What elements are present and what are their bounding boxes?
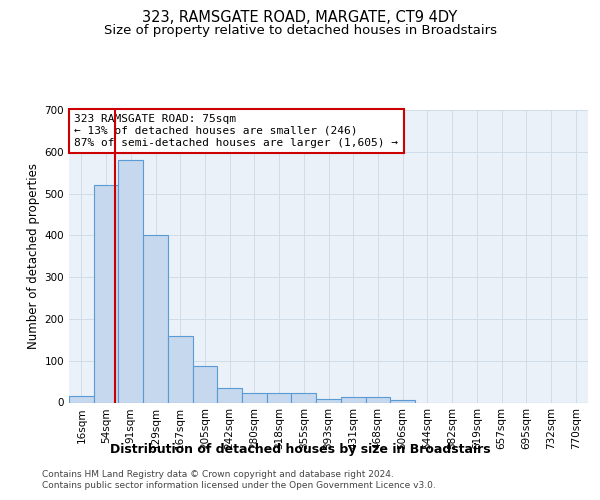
Y-axis label: Number of detached properties: Number of detached properties (28, 163, 40, 349)
Bar (217, 388, 242, 402)
Bar (267, 393, 292, 402)
Bar (365, 397, 390, 402)
Bar (94, 185, 118, 402)
Bar (143, 236, 168, 402)
Text: Contains HM Land Registry data © Crown copyright and database right 2024.: Contains HM Land Registry data © Crown c… (42, 470, 394, 479)
Bar (316, 399, 341, 402)
Bar (390, 400, 415, 402)
Bar (242, 394, 267, 402)
Text: Contains public sector information licensed under the Open Government Licence v3: Contains public sector information licen… (42, 481, 436, 490)
Bar (69, 396, 94, 402)
Bar (292, 394, 316, 402)
Bar (341, 397, 365, 402)
Text: 323 RAMSGATE ROAD: 75sqm
← 13% of detached houses are smaller (246)
87% of semi-: 323 RAMSGATE ROAD: 75sqm ← 13% of detach… (74, 114, 398, 148)
Bar (168, 336, 193, 402)
Text: Distribution of detached houses by size in Broadstairs: Distribution of detached houses by size … (110, 442, 490, 456)
Bar (118, 160, 143, 402)
Bar (193, 366, 217, 403)
Text: Size of property relative to detached houses in Broadstairs: Size of property relative to detached ho… (104, 24, 497, 37)
Text: 323, RAMSGATE ROAD, MARGATE, CT9 4DY: 323, RAMSGATE ROAD, MARGATE, CT9 4DY (142, 10, 458, 25)
